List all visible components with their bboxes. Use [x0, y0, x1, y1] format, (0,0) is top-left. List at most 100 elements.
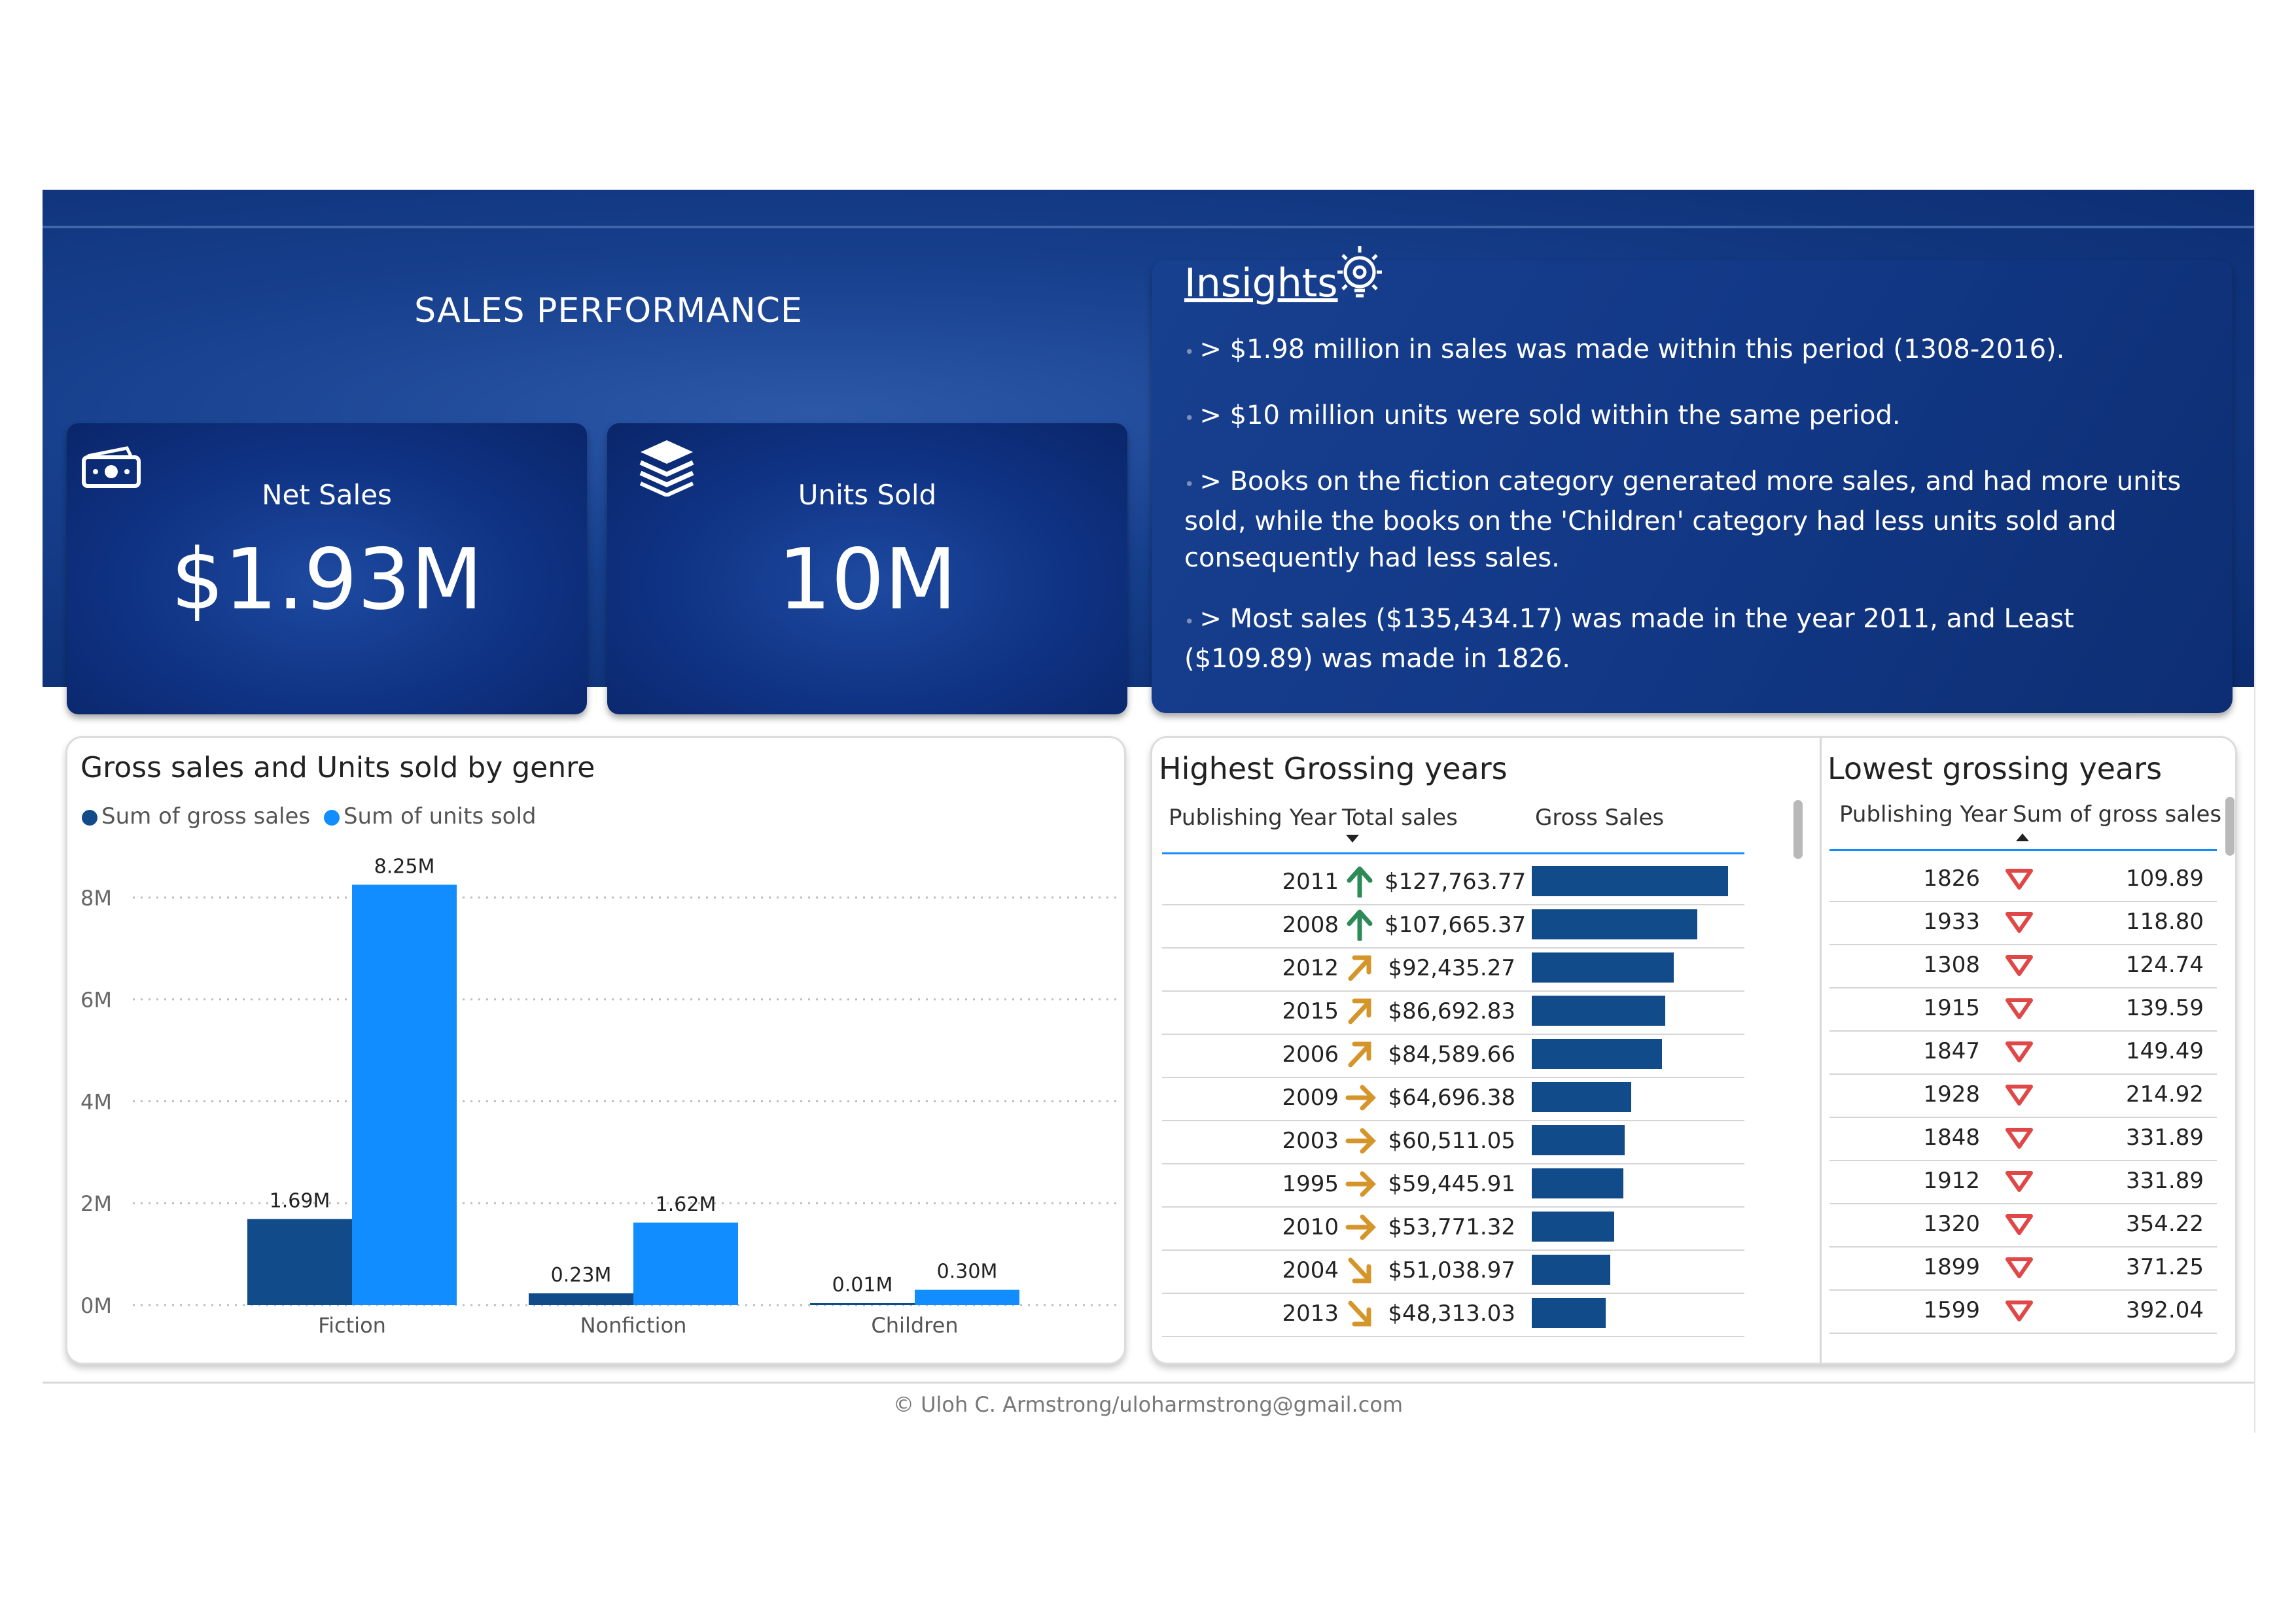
x-tick-label: Nonfiction [580, 1313, 687, 1338]
bar-gross-sales[interactable] [529, 1293, 633, 1305]
col-header-total-sales[interactable]: Total sales [1342, 805, 1458, 831]
x-tick-label: Children [871, 1313, 958, 1338]
data-label: 1.69M [270, 1189, 330, 1212]
insights-title: Insights [1184, 260, 1338, 306]
footer-divider [43, 1382, 2254, 1384]
row-gross-sales: 331.89 [2126, 1168, 2204, 1194]
grossing-years-card[interactable]: Highest Grossing years Publishing Year T… [1150, 736, 2237, 1365]
bar-gross-sales[interactable] [247, 1219, 352, 1305]
row-year: 1848 [1923, 1125, 1980, 1151]
table-row[interactable]: 2015 $86,692.83 [1162, 990, 1744, 1035]
bar-chart[interactable]: 0M 2M 4M 6M 8M 1.69M 8.25M Fiction 0.23M 1.62M Non… [67, 738, 1124, 1363]
col-header-publishing-year[interactable]: Publishing Year [1169, 805, 1337, 831]
legend-item-units-sold[interactable]: Sum of units sold [323, 803, 537, 829]
bar-gross-sales[interactable] [810, 1303, 915, 1305]
row-year: 2003 [1282, 1128, 1339, 1154]
data-label: 0.23M [551, 1264, 612, 1287]
tables-divider [1820, 738, 1822, 1363]
banner-divider [43, 226, 2254, 228]
col-header-sum-gross-sales[interactable]: Sum of gross sales [2013, 801, 2222, 828]
chart-title: Gross sales and Units sold by genre [80, 751, 595, 784]
table-row[interactable]: 2009 $64,696.38 [1162, 1077, 1744, 1121]
row-total-sales: $53,771.32 [1388, 1214, 1515, 1240]
trend-down-right-icon [1345, 1255, 1374, 1289]
gross-sales-bar [1532, 1125, 1625, 1155]
gross-sales-bar [1532, 996, 1665, 1026]
row-total-sales: $84,589.66 [1388, 1041, 1515, 1068]
kpi-label: Units Sold [798, 479, 937, 511]
table-row[interactable]: 1933 118.80 [1829, 901, 2217, 945]
row-year: 2004 [1282, 1257, 1339, 1283]
table-row[interactable]: 1928 214.92 [1829, 1073, 2217, 1118]
genre-chart-card[interactable]: Gross sales and Units sold by genre Sum … [65, 736, 1126, 1365]
table-row[interactable]: 2008 $107,665.37 [1162, 904, 1744, 949]
y-tick-label: 4M [80, 1089, 112, 1114]
insights-panel: Insights • > $1.98 million in sales was m… [1152, 246, 2233, 713]
table-row[interactable]: 2004 $51,038.97 [1162, 1249, 1744, 1294]
table-row[interactable]: 1826 109.89 [1829, 858, 2217, 902]
row-gross-sales: 392.04 [2126, 1297, 2204, 1323]
kpi-card-net-sales[interactable]: Net Sales $1.93M [67, 423, 587, 714]
table-row[interactable]: 2006 $84,589.66 [1162, 1034, 1744, 1078]
gross-sales-bar [1532, 866, 1728, 896]
table-row[interactable]: 2003 $60,511.05 [1162, 1120, 1744, 1164]
trend-down-icon [2005, 1170, 2034, 1195]
col-header-gross-sales[interactable]: Gross Sales [1535, 805, 1665, 831]
table-row[interactable]: 1848 331.89 [1829, 1117, 2217, 1161]
row-total-sales: $127,763.77 [1385, 869, 1527, 895]
row-year: 1599 [1923, 1297, 1980, 1323]
trend-down-icon [2005, 1213, 2034, 1238]
table-row[interactable]: 1915 139.59 [1829, 987, 2217, 1032]
row-year: 1912 [1923, 1168, 1980, 1194]
row-year: 1899 [1923, 1254, 1980, 1280]
table-row[interactable]: 1995 $59,445.91 [1162, 1163, 1744, 1208]
kpi-card-units-sold[interactable]: Units Sold 10M [607, 423, 1127, 714]
row-year: 1933 [1923, 909, 1980, 935]
trend-up-icon [1345, 909, 1374, 943]
table-row[interactable]: 1320 354.22 [1829, 1203, 2217, 1248]
table-row[interactable]: 1599 392.04 [1829, 1289, 2217, 1334]
kpi-value: $1.93M [171, 531, 483, 629]
bar-units-sold[interactable] [352, 884, 457, 1305]
trend-down-icon [2005, 1041, 2034, 1066]
highest-scrollbar[interactable] [1793, 800, 1803, 859]
kpi-label: Net Sales [262, 479, 392, 511]
row-year: 1915 [1923, 995, 1980, 1021]
table-row[interactable]: 2012 $92,435.27 [1162, 947, 1744, 992]
table-row[interactable]: 2010 $53,771.32 [1162, 1206, 1744, 1251]
table-row[interactable]: 1308 124.74 [1829, 944, 2217, 988]
row-gross-sales: 149.49 [2126, 1038, 2204, 1064]
kpi-value: 10M [777, 531, 957, 629]
row-gross-sales: 118.80 [2126, 909, 2204, 935]
y-tick-label: 0M [80, 1293, 112, 1318]
trend-right-icon [1345, 1168, 1377, 1202]
money-icon [81, 444, 141, 493]
row-year: 2012 [1282, 955, 1339, 981]
row-gross-sales: 331.89 [2126, 1125, 2204, 1151]
trend-up-right-icon [1345, 952, 1374, 986]
x-tick-label: Fiction [318, 1313, 386, 1338]
gross-sales-bar [1532, 1039, 1662, 1069]
header-underline [1829, 849, 2217, 851]
trend-right-icon [1345, 1212, 1377, 1246]
y-tick-label: 6M [80, 988, 112, 1013]
row-gross-sales: 214.92 [2126, 1081, 2204, 1108]
row-total-sales: $107,665.37 [1385, 912, 1527, 938]
gross-sales-bar [1532, 909, 1697, 939]
table-row[interactable]: 1847 149.49 [1829, 1030, 2217, 1075]
y-tick-label: 8M [80, 886, 112, 911]
table-row[interactable]: 1912 331.89 [1829, 1160, 2217, 1204]
bar-units-sold[interactable] [915, 1289, 1019, 1305]
highest-table-title: Highest Grossing years [1159, 751, 1508, 786]
table-row[interactable]: 2013 $48,313.03 [1162, 1293, 1744, 1337]
lowest-scrollbar[interactable] [2225, 797, 2234, 856]
col-header-publishing-year[interactable]: Publishing Year [1839, 801, 2007, 828]
gross-sales-bar [1532, 1298, 1606, 1328]
table-row[interactable]: 2011 $127,763.77 [1162, 861, 1744, 905]
insight-item: • > $10 million units were sold within th… [1184, 400, 1901, 430]
table-row[interactable]: 1899 371.25 [1829, 1246, 2217, 1291]
bar-units-sold[interactable] [633, 1222, 738, 1305]
trend-down-icon [2005, 1257, 2034, 1282]
insight-item: • > Books on the fiction category generat… [1184, 466, 2181, 573]
legend-item-gross-sales[interactable]: Sum of gross sales [82, 803, 310, 829]
